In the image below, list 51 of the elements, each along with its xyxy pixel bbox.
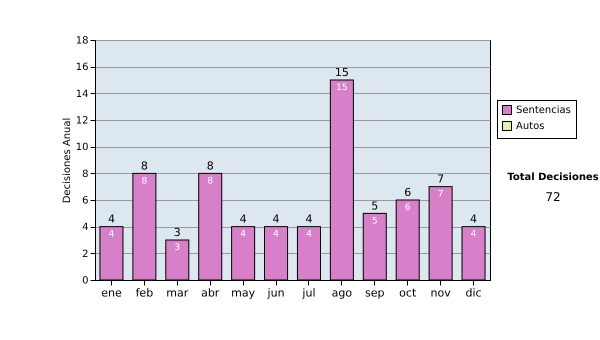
x-tick-label: abr <box>201 286 220 300</box>
x-tick-label: ene <box>101 286 122 300</box>
total-label: 4 <box>108 212 115 226</box>
data-label: 8 <box>142 176 148 186</box>
data-label: 6 <box>404 203 411 213</box>
total-label: 4 <box>240 212 247 226</box>
x-tick-label: mar <box>166 286 189 300</box>
total-label: 4 <box>272 212 280 226</box>
data-label: 5 <box>372 216 378 226</box>
y-axis-title: Decisiones Anual <box>62 118 73 204</box>
y-tick-label: 0 <box>82 276 88 286</box>
legend-label: Sentencias <box>516 105 571 116</box>
legend-label: Autos <box>516 121 544 132</box>
x-tick-label: may <box>231 286 256 300</box>
total-label: 15 <box>334 66 349 79</box>
total-label: 6 <box>404 186 412 199</box>
total-label: 4 <box>470 212 478 226</box>
text: 72 <box>545 190 561 204</box>
total-label: 8 <box>140 159 148 172</box>
data-label: 4 <box>470 230 477 240</box>
data-label: 4 <box>108 230 115 240</box>
x-tick-label: dic <box>465 286 482 300</box>
y-tick-label: 6 <box>82 196 88 206</box>
text: Total Decisiones <box>507 172 599 183</box>
y-tick-label: 12 <box>76 116 88 126</box>
x-tick-label: nov <box>430 286 452 300</box>
total-label: 8 <box>206 159 214 172</box>
y-tick-label: 10 <box>76 142 88 154</box>
data-label: 3 <box>174 243 180 253</box>
data-label: 7 <box>438 190 444 200</box>
y-tick-label: 16 <box>76 62 88 74</box>
y-tick-label: 8 <box>82 168 88 180</box>
x-tick-label: jul <box>301 286 316 300</box>
data-label: 15 <box>336 83 348 93</box>
total-label: 5 <box>371 199 378 212</box>
y-tick-label: 14 <box>76 88 88 100</box>
total-label: 3 <box>174 226 181 239</box>
data-label: 4 <box>306 230 312 240</box>
data-label: 4 <box>273 230 280 240</box>
total-label: 4 <box>305 212 312 226</box>
data-label: 8 <box>207 176 214 186</box>
y-tick-label: 4 <box>82 222 88 234</box>
x-tick-label: oct <box>399 286 417 300</box>
x-tick-label: jun <box>266 286 285 300</box>
y-tick-label: 2 <box>82 248 88 260</box>
total-label: 7 <box>437 172 444 186</box>
x-tick-label: feb <box>136 286 154 300</box>
x-tick-label: ago <box>332 286 352 300</box>
x-tick-label: sep <box>365 286 385 300</box>
data-label: 4 <box>240 230 246 240</box>
y-tick-label: 18 <box>76 36 88 46</box>
